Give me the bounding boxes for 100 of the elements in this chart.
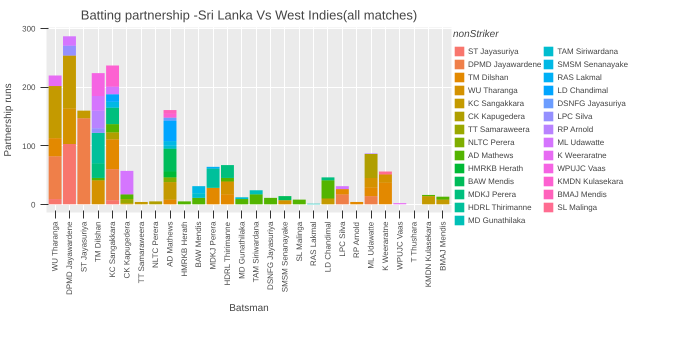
bar	[336, 186, 349, 190]
bar	[106, 108, 120, 124]
bar	[322, 180, 334, 198]
x-tick-label: KMDN Kulasekara	[424, 220, 434, 288]
y-axis-title: Partnership runs	[3, 83, 14, 157]
bar	[77, 110, 90, 118]
legend-label: NLTC Perera	[468, 136, 515, 148]
bar	[120, 194, 134, 200]
legend-label: BAW Mendis	[468, 176, 514, 187]
legend-label: RAS Lakmal	[557, 72, 602, 83]
bar	[92, 178, 105, 180]
legend-label: CK Kapugedera	[468, 110, 525, 122]
x-tick-label: HMRKB Herath	[180, 222, 189, 277]
legend-label: DSNFG Jayasuriya	[557, 98, 626, 109]
legend-label: HMRKB Herath	[468, 162, 524, 174]
x-tick-label: HDRL Thirimanne	[222, 221, 232, 286]
legend-label: RP Arnold	[557, 124, 594, 135]
bar	[164, 177, 176, 182]
bar	[206, 168, 220, 188]
legend-label: MDKJ Perera	[468, 188, 516, 200]
chart-title: Batting partnership -Sri Lanka Vs West Indies(all matches)	[80, 8, 418, 22]
bar	[120, 170, 134, 194]
y-tick-label: 100	[22, 142, 36, 151]
x-tick-label: WU Tharanga	[50, 221, 60, 272]
bar	[106, 124, 120, 132]
x-tick-label: MD Gunathilaka	[237, 220, 246, 279]
x-tick-label: TT Samaraweera	[136, 221, 146, 284]
x-axis-title: Batsman	[229, 302, 269, 314]
bar	[120, 199, 134, 204]
x-tick-label: DPMD Jayawardene	[64, 220, 74, 295]
bar	[164, 118, 176, 121]
bar	[106, 169, 120, 200]
bar	[378, 172, 392, 174]
bar	[322, 177, 334, 180]
legend-label: KC Sangakkara	[468, 98, 524, 109]
x-tick-label: DSNFG Jayasuriya	[266, 220, 276, 290]
y-tick-label: 200	[22, 83, 36, 92]
legend-label: K Weeraratne	[557, 150, 607, 161]
bar	[149, 201, 162, 204]
x-tick-label: LD Chandimal	[323, 221, 332, 272]
bar	[220, 181, 234, 194]
bar	[164, 148, 176, 172]
bar	[164, 172, 176, 178]
bar	[322, 198, 334, 204]
legend-label: ST Jayasuriya	[468, 46, 519, 57]
x-tick-label: TM Dilshan	[94, 222, 103, 262]
x-tick-label: K Weeraratne	[380, 220, 390, 271]
x-tick-label: KC Sangakkara	[108, 220, 118, 278]
x-tick-label: MDKJ Perera	[208, 220, 218, 270]
legend-label: LD Chandimal	[557, 84, 608, 96]
bar	[48, 156, 62, 200]
legend-label: TT Samaraweera	[468, 124, 530, 135]
bar	[220, 178, 234, 182]
bar	[106, 132, 120, 140]
bar	[164, 141, 176, 146]
bar	[220, 165, 234, 178]
legend-title: nonStriker	[453, 29, 500, 40]
bar	[48, 138, 62, 156]
x-tick-label: RP Arnold	[352, 222, 362, 258]
x-tick-label: TAM Siriwardana	[252, 220, 261, 282]
bar	[63, 46, 76, 56]
legend-label: TAM Siriwardana	[557, 46, 618, 57]
bar	[364, 196, 378, 204]
x-tick-label: RAS Lakmal	[309, 221, 318, 266]
bar	[164, 114, 176, 118]
x-tick-label: ML Udawatte	[366, 221, 376, 269]
legend-label: AD Mathews	[468, 150, 514, 161]
legend-label: TM Dilshan	[468, 72, 508, 83]
bar	[92, 163, 105, 178]
y-tick-label: 0	[31, 200, 36, 210]
bar	[164, 110, 176, 114]
bar	[92, 128, 105, 133]
bar	[164, 200, 176, 204]
bar	[48, 76, 62, 86]
legend-label: DPMD Jayawardene	[468, 58, 542, 70]
bar	[364, 154, 378, 178]
legend-label: ML Udawatte	[557, 136, 604, 148]
bar	[336, 194, 349, 204]
bar	[336, 189, 349, 194]
bar	[192, 193, 206, 198]
legend-label: WPUJC Vaas	[557, 162, 606, 174]
x-tick-label: SL Malinga	[294, 221, 304, 262]
bar	[77, 118, 90, 204]
x-tick-label: T Thushara	[410, 221, 419, 262]
bar	[63, 36, 76, 46]
x-tick-label: LPC Silva	[338, 220, 347, 257]
bar	[106, 139, 120, 170]
x-tick-label: CK Kapugedera	[122, 220, 132, 278]
bar	[92, 110, 105, 128]
bar	[278, 200, 292, 204]
legend-label: HDRL Thirimanne	[468, 202, 532, 213]
bar	[436, 196, 450, 200]
bar	[192, 186, 206, 194]
bar	[106, 86, 120, 94]
x-tick-label: BAW Mendis	[194, 222, 204, 268]
bar	[92, 96, 105, 111]
bar	[92, 132, 105, 164]
x-tick-label: BMAJ Mendis	[438, 221, 448, 271]
bar	[350, 202, 364, 204]
legend-label: LPC Silva	[557, 110, 592, 122]
